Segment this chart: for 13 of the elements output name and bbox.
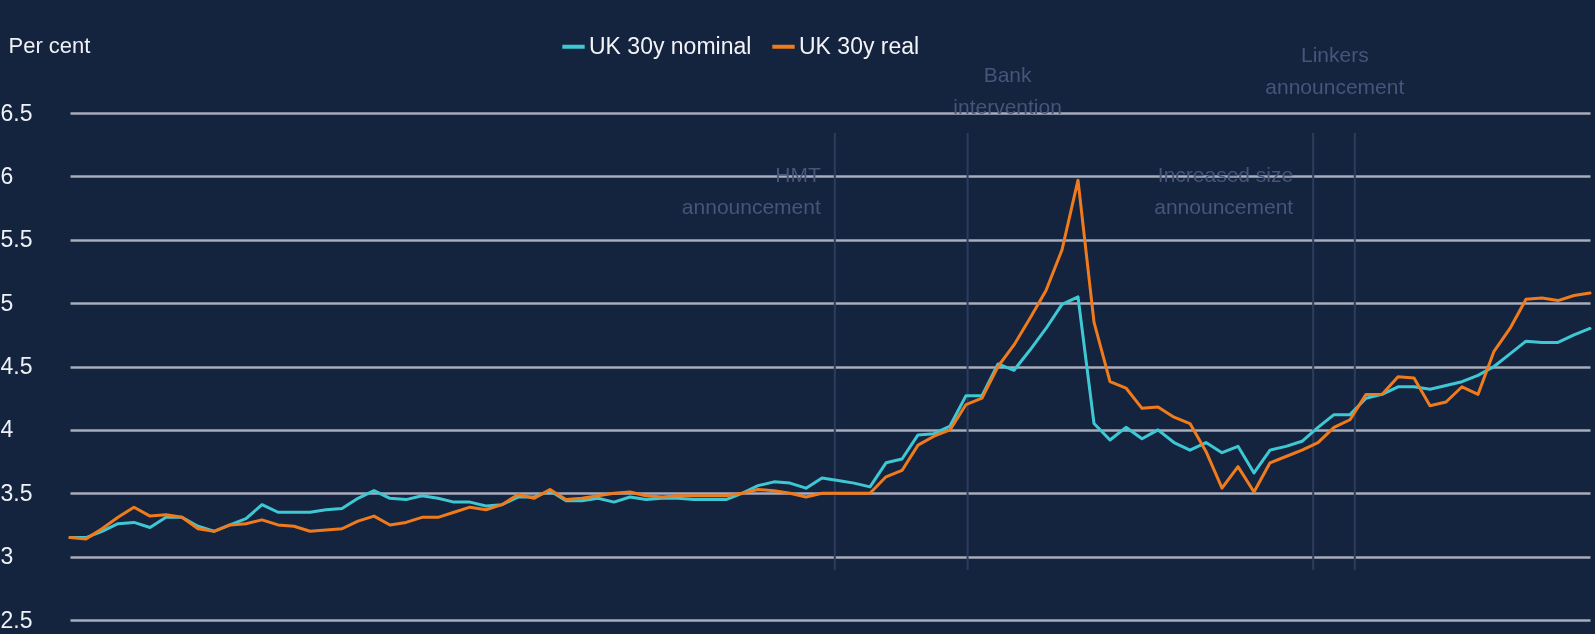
legend-label: UK 30y real <box>799 32 920 59</box>
y-tick-label: 4 <box>0 416 14 443</box>
y-tick-label: 5 <box>0 289 14 316</box>
y-tick-label: 4.5 <box>0 353 33 379</box>
y-tick-label: 3 <box>0 543 14 570</box>
text: Linkers announcement <box>1265 43 1405 98</box>
y-tick-label: 5.5 <box>0 226 33 253</box>
y-tick-label: 6 <box>0 162 14 189</box>
y-tick-label: 6.5 <box>0 99 33 126</box>
y-tick-label: 3.5 <box>0 479 33 506</box>
y-axis-title: Per cent <box>8 32 91 58</box>
legend-label: UK 30y nominal <box>589 32 752 59</box>
y-tick-label: 2.5 <box>0 606 33 633</box>
